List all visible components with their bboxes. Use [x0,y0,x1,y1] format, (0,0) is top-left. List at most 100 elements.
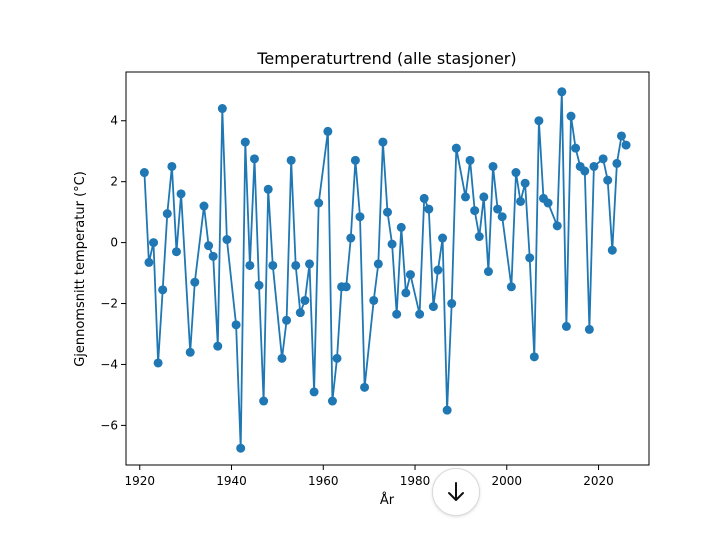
arrow-down-icon [448,482,464,501]
data-point [162,209,172,219]
data-point [460,192,470,202]
data-point [465,155,475,165]
data-point [295,308,305,318]
data-point [369,295,379,305]
data-point [350,155,360,165]
data-point [442,405,452,415]
data-point [282,315,292,325]
x-tick-label: 2020 [583,474,614,488]
data-point [171,247,181,257]
data-point [204,241,214,251]
data-point [277,353,287,363]
x-tick-label: 2000 [492,474,523,488]
data-point [144,257,154,267]
data-point [190,277,200,287]
data-point [612,158,622,168]
data-point [254,280,264,290]
data-point [291,260,301,270]
data-point [249,154,259,164]
data-point [217,104,227,114]
data-point [231,320,241,330]
data-point [332,353,342,363]
data-point [561,321,571,331]
data-point [621,140,631,150]
data-point [584,324,594,334]
data-point [208,251,218,261]
data-point [401,288,411,298]
data-point [483,267,493,277]
data-point [176,189,186,199]
data-point [557,87,567,97]
data-point [516,196,526,206]
x-tick-label: 1940 [216,474,247,488]
data-point [314,198,324,208]
data-point [566,111,576,121]
data-point [185,347,195,357]
data-point [479,192,489,202]
plot-frame [125,71,650,466]
data-point [497,212,507,222]
data-point [259,396,269,406]
data-point [438,233,448,243]
data-point [222,235,232,245]
y-tick-label: −4 [100,357,118,371]
data-point [571,143,581,153]
x-tick-label: 1920 [124,474,155,488]
data-point [213,341,223,351]
scroll-down-button[interactable] [432,468,480,516]
data-point [428,302,438,312]
data-point [327,396,337,406]
y-tick-label: 4 [110,114,118,128]
data-point [424,204,434,214]
data-point [488,161,498,171]
data-point [433,265,443,275]
data-point [607,245,617,255]
data-point [346,233,356,243]
x-axis-label: År [380,492,395,508]
data-point [149,238,159,248]
data-point [525,253,535,263]
data-point [355,212,365,222]
data-point [309,387,319,397]
data-point [470,206,480,216]
data-point [511,168,521,178]
y-tick-label: −6 [100,418,118,432]
data-point [543,198,553,208]
x-tick-label: 1960 [308,474,339,488]
data-point [286,155,296,165]
data-point [240,137,250,147]
data-point [305,259,315,269]
data-point [268,260,278,270]
data-point [598,154,608,164]
data-point [245,260,255,270]
y-axis-label: Gjennomsnitt temperatur (°C) [73,171,88,367]
data-point [506,282,516,292]
data-point [167,161,177,171]
data-point [603,175,613,185]
data-point [360,382,370,392]
data-point [552,221,562,231]
data-point [451,143,461,153]
data-point [396,222,406,232]
data-point [392,309,402,319]
data-point [341,282,351,292]
data-point [520,178,530,188]
data-point [493,204,503,214]
data-point [383,207,392,217]
chart-title: Temperaturtrend (alle stasjoner) [256,49,516,68]
data-point [474,232,484,242]
data-point [300,295,310,305]
data-point [405,270,415,280]
data-point [139,168,149,178]
data-point [387,239,397,249]
data-point [415,309,425,319]
data-point [529,352,539,362]
data-point [373,259,383,269]
data-point [419,193,429,203]
y-tick-label: 0 [110,236,118,250]
y-tick-label: −2 [100,297,118,311]
x-tick-label: 1980 [400,474,431,488]
data-point [153,358,163,368]
data-point [616,131,626,141]
